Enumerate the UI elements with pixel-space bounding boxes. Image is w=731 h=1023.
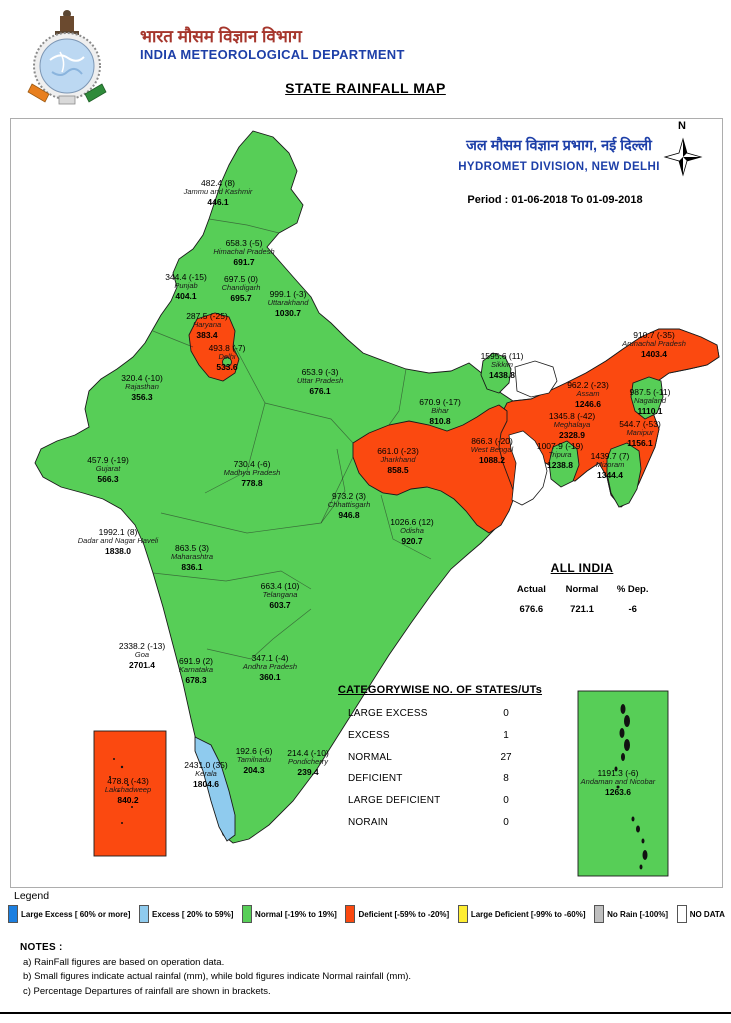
all-india-title: ALL INDIA: [550, 561, 614, 575]
category-rows: LARGE EXCESS 0 EXCESS 1 NORMAL 27 DEFICIENT 8 LA…: [338, 708, 558, 828]
region-bhutan-nodata: [514, 360, 558, 398]
category-row: LARGE EXCESS 0: [348, 708, 523, 719]
category-panel: CATEGORYWISE NO. OF STATES/UTs LARGE EXC…: [338, 684, 558, 828]
india-map: [34, 130, 720, 877]
legend-item: Deficient [-59% to -20%]: [345, 905, 449, 923]
all-india-values-row: 676.6 721.1 -6: [506, 604, 658, 615]
imd-logo-graphic: [27, 10, 107, 105]
legend-item: Normal [-19% to 19%]: [242, 905, 337, 923]
region-sikkim: [480, 352, 512, 394]
legend-label: No Rain [-100%]: [607, 909, 669, 919]
region-jharkhand-westbengal-deficient: [352, 404, 516, 534]
legend-color-chip: [457, 905, 468, 923]
legend-item: Excess [ 20% to 59%]: [139, 905, 233, 923]
legend-color-chip: [676, 905, 687, 923]
legend-label: NO DATA: [689, 909, 725, 919]
legend-title: Legend: [14, 890, 50, 902]
notes-title: NOTES :: [20, 942, 63, 953]
category-row: DEFICIENT 8: [348, 773, 523, 784]
legend-label: Deficient [-59% to -20%]: [358, 909, 450, 919]
category-count: 1: [503, 729, 509, 741]
compass-icon: [663, 137, 703, 177]
legend-label: Normal [-19% to 19%]: [255, 909, 337, 919]
note-line: a) RainFall figures are based on operati…: [23, 956, 225, 968]
category-count: 0: [503, 708, 509, 719]
imd-hindi-title: भारत मौसम विज्ञान विभाग: [140, 27, 302, 46]
category-count: 27: [500, 751, 512, 763]
legend-item: Large Deficient [-99% to -60%]: [457, 905, 586, 923]
note-line: c) Percentage Departures of rainfall are…: [23, 985, 271, 997]
notes-lines: a) RainFall figures are based on operati…: [20, 957, 411, 997]
division-title-english: HYDROMET DIVISION, NEW DELHI: [458, 161, 660, 173]
page-bottom-border: [0, 1012, 731, 1014]
map-frame: ALL INDIA Actual Normal % Dep. 676.6 721…: [10, 118, 723, 888]
legend-color-chip: [8, 905, 18, 923]
region-delhi: [222, 357, 232, 367]
all-india-col-normal: Normal: [565, 584, 599, 595]
category-label: LARGE EXCESS: [348, 708, 428, 719]
imd-logo: [16, 4, 118, 108]
category-label: LARGE DEFICIENT: [348, 795, 441, 807]
category-row: NORAIN 0: [348, 817, 523, 828]
legend-item: No Rain [-100%]: [594, 905, 668, 923]
all-india-header-row: Actual Normal % Dep.: [506, 584, 658, 595]
legend-label: Large Deficient [-99% to -60%]: [470, 909, 586, 919]
all-india-dep-value: -6: [628, 604, 637, 615]
region-kerala-excess: [194, 736, 236, 842]
notes: NOTES : a) RainFall figures are based on…: [20, 942, 411, 997]
category-label: NORAIN: [348, 816, 389, 828]
note-line: b) Small figures indicate actual rainfal…: [23, 971, 412, 982]
region-bangladesh-nodata: [508, 430, 548, 506]
legend-item: NO DATA: [676, 905, 725, 923]
page-title: STATE RAINFALL MAP: [285, 80, 446, 96]
imd-english-title: INDIA METEOROLOGICAL DEPARTMENT: [140, 47, 405, 62]
all-india-actual-value: 676.6: [519, 604, 544, 615]
all-india-col-dep: % Dep.: [616, 584, 649, 595]
category-row: EXCESS 1: [348, 730, 523, 741]
legend-row: Large Excess [ 60% or more] Excess [ 20% …: [8, 905, 725, 923]
region-mizoram: [606, 442, 642, 508]
all-india-normal-value: 721.1: [570, 604, 594, 615]
category-row: NORMAL 27: [348, 752, 523, 763]
legend-color-chip: [345, 905, 356, 923]
category-count: 8: [503, 773, 509, 785]
category-count: 0: [503, 816, 509, 828]
category-label: DEFICIENT: [348, 773, 403, 785]
legend-color-chip: [594, 905, 605, 923]
compass-north-label: N: [678, 120, 686, 132]
legend-item: Large Excess [ 60% or more]: [8, 905, 130, 923]
category-label: EXCESS: [348, 729, 390, 741]
legend-color-chip: [139, 905, 150, 923]
category-label: NORMAL: [348, 751, 392, 763]
lakshadweep-box: [93, 730, 167, 857]
all-india-panel: ALL INDIA Actual Normal % Dep. 676.6 721…: [506, 561, 658, 615]
all-india-col-actual: Actual: [516, 584, 546, 595]
category-table-title: CATEGORYWISE NO. OF STATES/UTs: [338, 684, 543, 696]
andaman-box: [577, 690, 669, 877]
legend-label: Large Excess [ 60% or more]: [21, 909, 131, 919]
region-tripura: [548, 440, 580, 488]
legend-label: Excess [ 20% to 59%]: [152, 909, 234, 919]
period-label: Period : 01-06-2018 To 01-09-2018: [467, 194, 643, 206]
category-row: LARGE DEFICIENT 0: [348, 795, 523, 806]
division-title-hindi: जल मौसम विज्ञान प्रभाग, नई दिल्ली: [466, 138, 652, 154]
region-nagaland: [630, 376, 664, 420]
category-count: 0: [503, 795, 509, 807]
legend-color-chip: [242, 905, 253, 923]
